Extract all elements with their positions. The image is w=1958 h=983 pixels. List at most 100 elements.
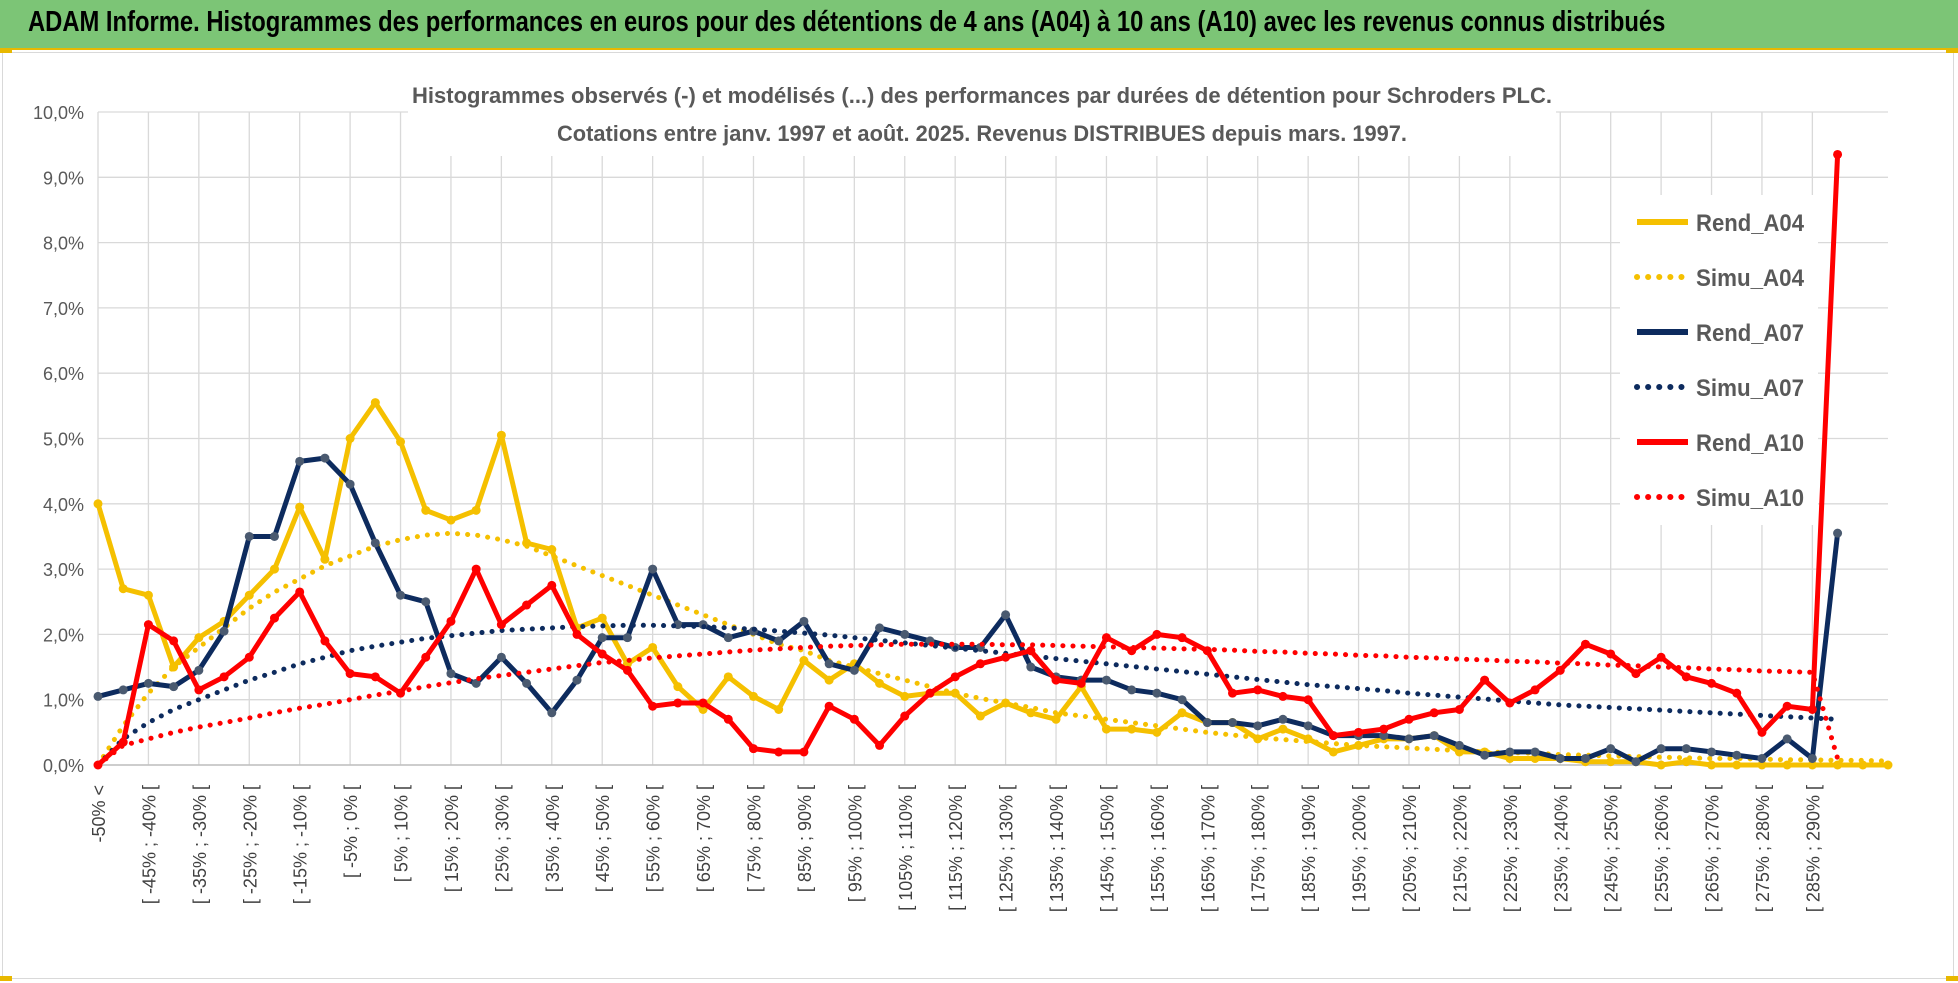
legend: Rend_A04 Simu_A04 Rend_A07 Simu_A07 Rend_A10…	[1620, 195, 1818, 525]
data-point-rend-a04	[1883, 760, 1893, 770]
data-point-rend-a07	[1278, 714, 1288, 724]
data-point-rend-a07	[1303, 721, 1313, 731]
data-point-rend-a04	[244, 590, 254, 600]
data-point-rend-a10	[471, 564, 481, 574]
data-point-rend-a10	[1530, 685, 1540, 695]
data-point-rend-a10	[1354, 727, 1364, 737]
data-point-rend-a07	[370, 538, 380, 548]
data-point-rend-a04	[1707, 760, 1717, 770]
x-tick-label: [ 185% ; 190% [	[1299, 785, 1319, 912]
data-point-rend-a07	[547, 708, 557, 718]
x-tick-label: [ 125% ; 130% [	[997, 785, 1017, 912]
data-point-rend-a07	[320, 453, 330, 463]
x-tick-label: [ 35% ; 40% [	[543, 785, 563, 892]
legend-label-rend-a10: Rend_A10	[1696, 430, 1804, 457]
data-point-rend-a10	[1580, 639, 1590, 649]
series-line-simu-a10	[95, 641, 1841, 768]
data-point-rend-a04	[1278, 724, 1288, 734]
legend-label-simu-a10: Simu_A10	[1696, 485, 1804, 512]
data-point-rend-a07	[1782, 734, 1792, 744]
data-point-rend-a04	[1328, 747, 1338, 757]
x-tick-label: [ -25% ; -20% [	[240, 785, 260, 904]
data-point-rend-a04	[799, 656, 809, 666]
data-point-rend-a10	[1454, 704, 1464, 714]
data-point-rend-a04	[118, 584, 128, 594]
data-point-rend-a10	[143, 620, 153, 630]
data-point-rend-a04	[320, 554, 330, 564]
data-point-rend-a04	[396, 437, 406, 447]
y-tick-label: 9,0%	[43, 168, 84, 188]
data-point-rend-a04	[370, 398, 380, 408]
data-point-rend-a10	[1152, 629, 1162, 639]
data-point-rend-a10	[1732, 688, 1742, 698]
data-point-rend-a07	[345, 479, 355, 489]
data-point-rend-a10	[975, 659, 985, 669]
data-point-rend-a07	[1253, 721, 1263, 731]
data-point-rend-a07	[1807, 753, 1817, 763]
data-point-rend-a10	[1631, 669, 1641, 679]
legend-label-simu-a07: Simu_A07	[1696, 375, 1804, 402]
data-point-rend-a04	[446, 515, 456, 525]
x-tick-label: [ 205% ; 210% [	[1400, 785, 1420, 912]
data-point-rend-a04	[547, 545, 557, 555]
data-point-rend-a10	[1555, 665, 1565, 675]
data-point-rend-a07	[522, 678, 532, 688]
y-tick-label: 7,0%	[43, 299, 84, 319]
data-point-rend-a10	[572, 629, 582, 639]
y-tick-label: 0,0%	[43, 756, 84, 776]
data-point-rend-a07	[1001, 610, 1011, 620]
data-point-rend-a07	[1429, 731, 1439, 741]
data-point-rend-a10	[370, 672, 380, 682]
data-point-rend-a07	[244, 531, 254, 541]
data-point-rend-a10	[1379, 724, 1389, 734]
data-point-rend-a10	[446, 616, 456, 626]
x-tick-label: [ -35% ; -30% [	[190, 785, 210, 904]
data-point-rend-a10	[1076, 678, 1086, 688]
data-point-rend-a07	[1026, 662, 1036, 672]
data-point-rend-a04	[824, 675, 834, 685]
x-tick-label: [ -5% ; 0% [	[341, 785, 361, 878]
data-point-rend-a10	[1051, 675, 1061, 685]
x-tick-label: [ 215% ; 220% [	[1450, 785, 1470, 912]
chart-frame	[2, 52, 1954, 979]
data-point-rend-a07	[1681, 744, 1691, 754]
data-point-rend-a04	[93, 499, 103, 509]
data-point-rend-a10	[824, 701, 834, 711]
x-tick-label: [ 25% ; 30% [	[492, 785, 512, 892]
data-point-rend-a07	[1606, 744, 1616, 754]
data-point-rend-a10	[1681, 672, 1691, 682]
y-tick-label: 4,0%	[43, 495, 84, 515]
corner-mark-top-left	[0, 48, 12, 53]
data-point-rend-a10	[522, 600, 532, 610]
x-tick-label: [ 265% ; 270% [	[1703, 785, 1723, 912]
x-tick-label: [ 165% ; 170% [	[1198, 785, 1218, 912]
data-point-rend-a04	[471, 505, 481, 515]
data-point-rend-a04	[1530, 753, 1540, 763]
data-point-rend-a04	[421, 505, 431, 515]
x-tick-label: [ 135% ; 140% [	[1047, 785, 1067, 912]
data-point-rend-a04	[1732, 760, 1742, 770]
data-point-rend-a04	[1757, 760, 1767, 770]
data-point-rend-a04	[345, 434, 355, 443]
data-point-rend-a10	[723, 714, 733, 724]
data-point-rend-a04	[774, 704, 784, 714]
data-point-rend-a07	[824, 659, 834, 669]
data-point-rend-a10	[1101, 633, 1111, 643]
y-tick-label: 1,0%	[43, 691, 84, 711]
report-title: ADAM Informe. Histogrammes des performan…	[28, 6, 1666, 38]
data-point-rend-a07	[597, 633, 607, 643]
data-point-rend-a07	[446, 669, 456, 679]
data-point-rend-a10	[1656, 652, 1666, 662]
data-point-rend-a04	[748, 691, 758, 701]
x-tick-label: [ 75% ; 80% [	[744, 785, 764, 892]
series-line-simu-a07	[95, 622, 1841, 768]
data-point-rend-a07	[295, 456, 305, 466]
data-point-rend-a10	[244, 652, 254, 662]
data-point-rend-a10	[900, 711, 910, 721]
data-point-rend-a04	[194, 633, 204, 643]
data-point-rend-a10	[320, 636, 330, 646]
x-tick-label: [ 5% ; 10% [	[392, 785, 412, 882]
data-point-rend-a07	[1379, 731, 1389, 741]
data-point-rend-a07	[421, 597, 431, 607]
data-point-rend-a10	[219, 672, 229, 682]
